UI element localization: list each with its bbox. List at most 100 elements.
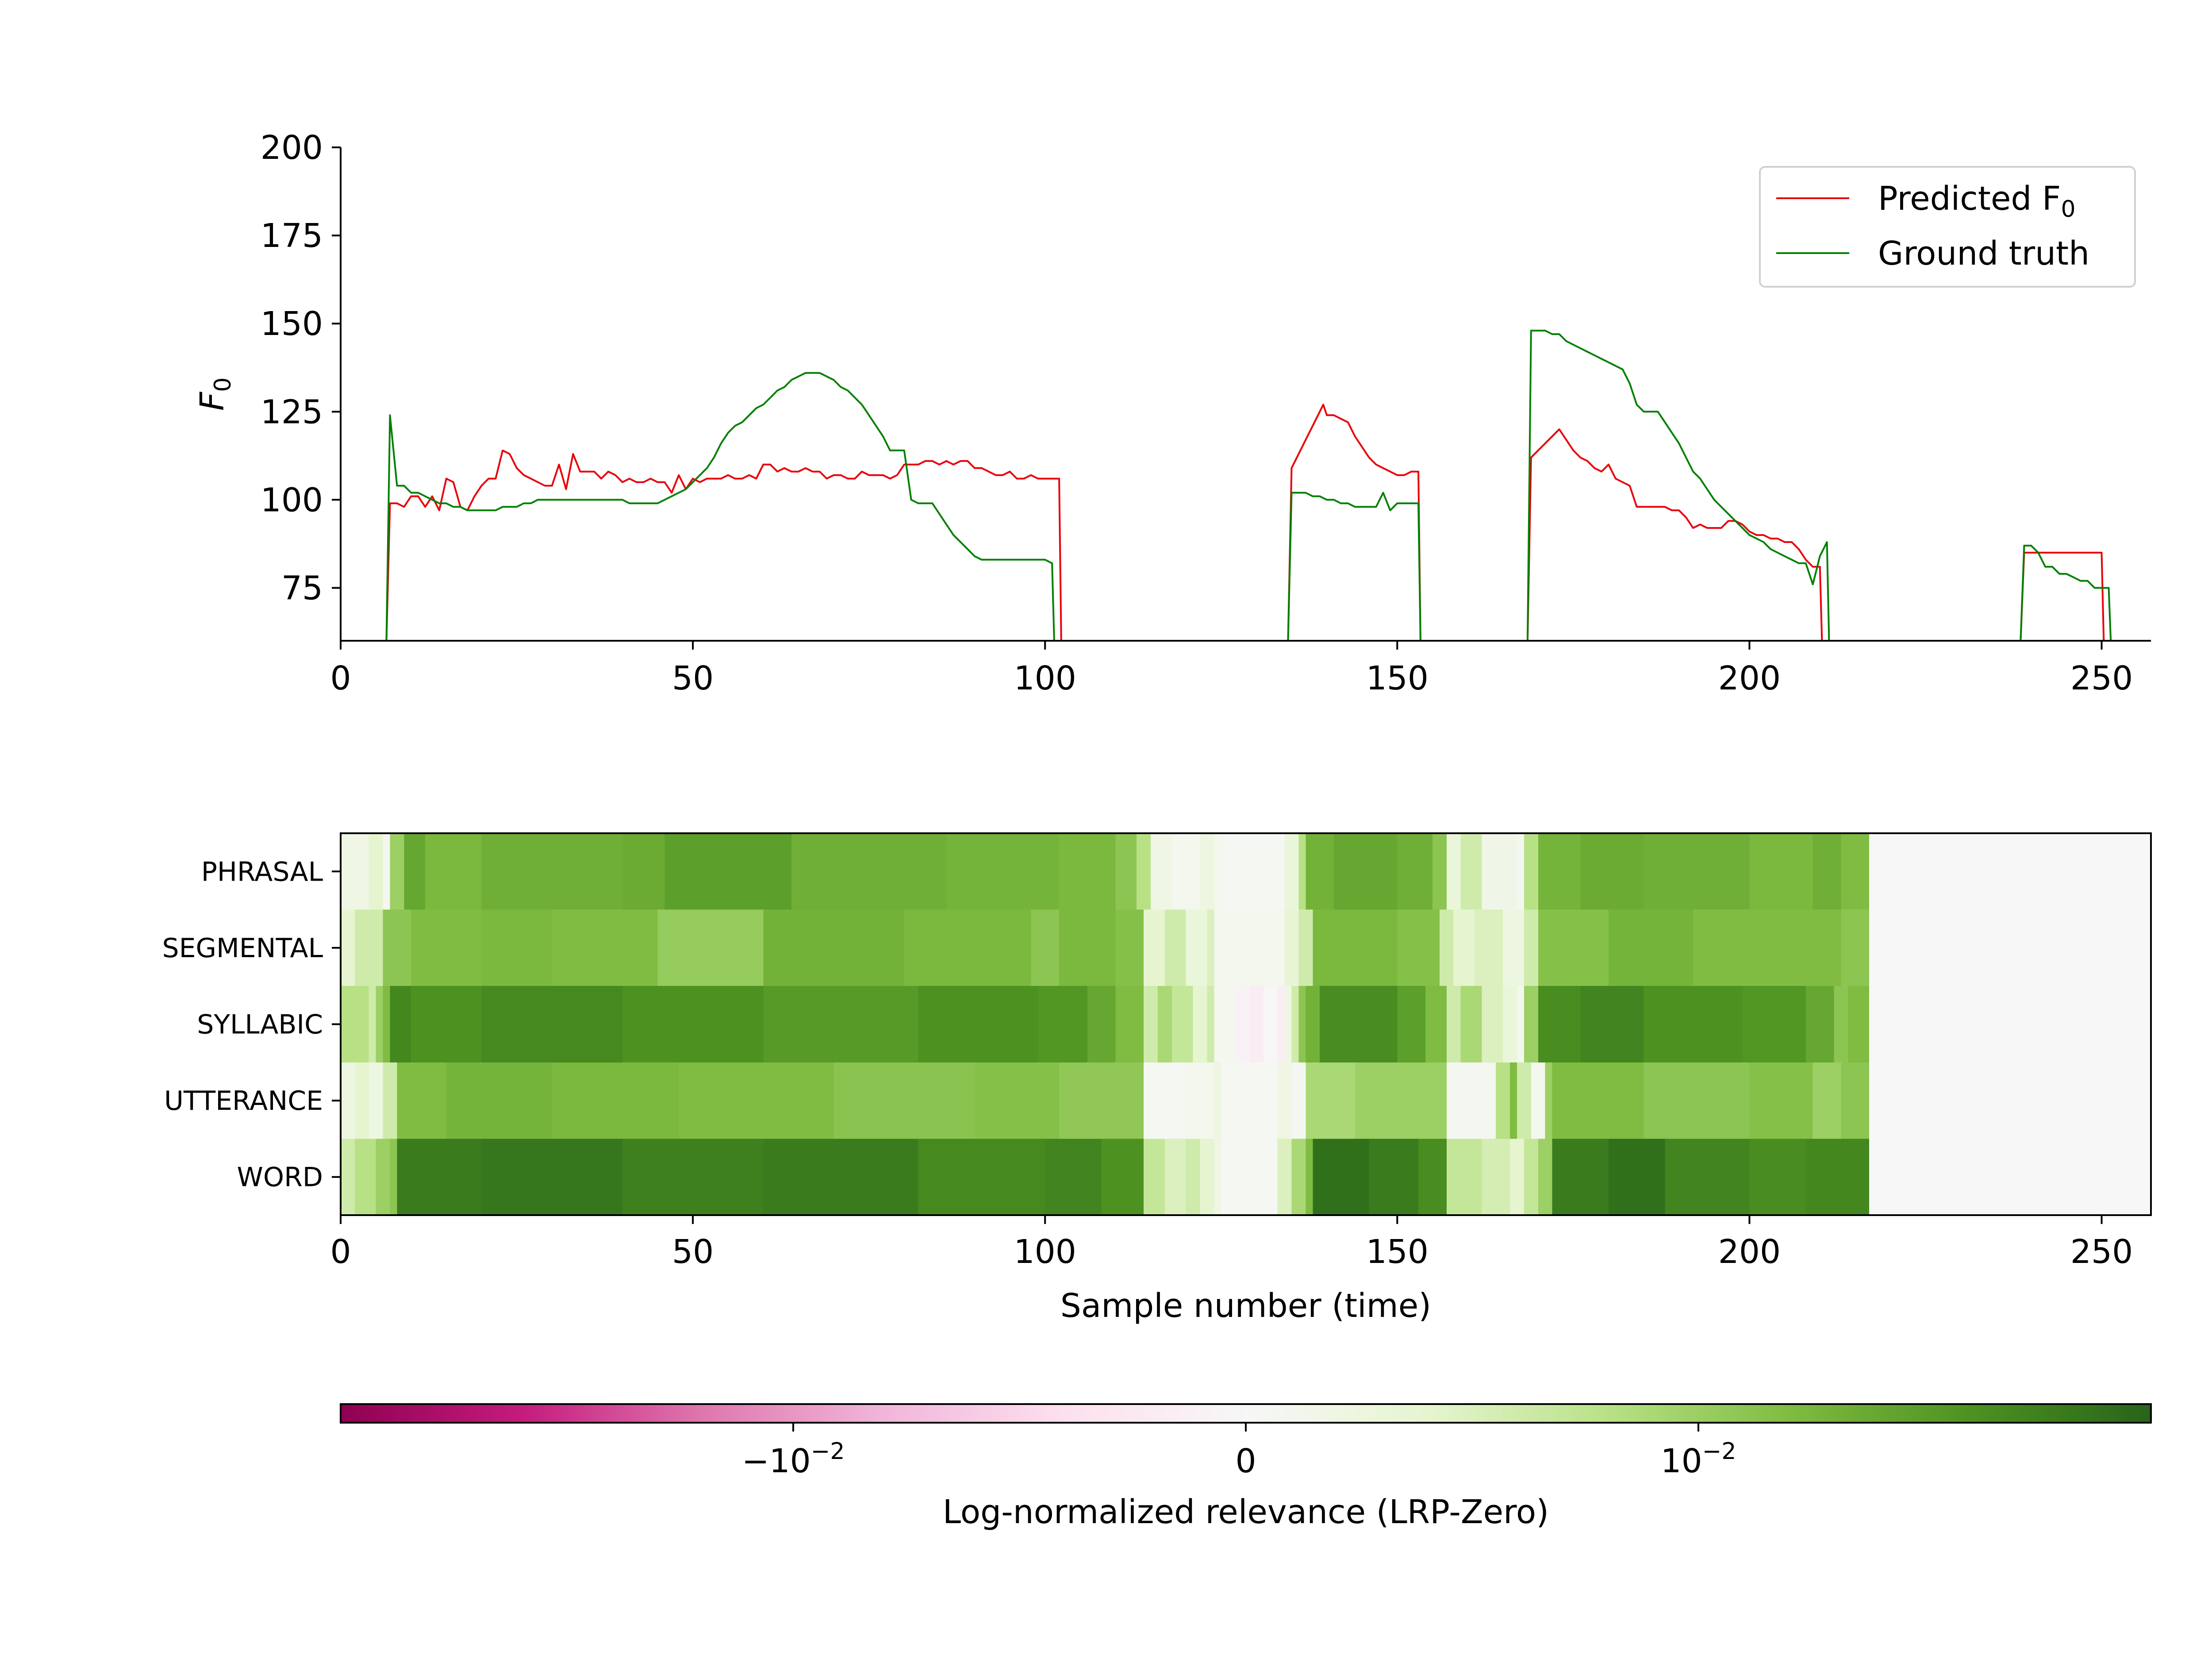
heatmap-cell bbox=[1144, 1139, 1165, 1216]
heatmap-cell bbox=[1869, 986, 2151, 1063]
heatmap-cell bbox=[1841, 1062, 1870, 1139]
heatmap-cell bbox=[369, 986, 376, 1063]
heatmap-cell bbox=[341, 986, 369, 1063]
heatmap-cell bbox=[1038, 986, 1088, 1063]
heatmap-cell bbox=[1031, 909, 1060, 986]
heatmap-cell bbox=[1397, 909, 1440, 986]
row-label: SYLLABIC bbox=[197, 1009, 323, 1040]
heatmap-cell bbox=[390, 986, 412, 1063]
heatmap-row-syllabic bbox=[341, 986, 2151, 1063]
series-line-segment bbox=[1526, 428, 1823, 641]
row-label: SEGMENTAL bbox=[162, 933, 323, 964]
heatmap-cell bbox=[1355, 1062, 1447, 1139]
heatmap-cell bbox=[383, 1062, 398, 1139]
y-tick-label: 125 bbox=[261, 393, 323, 431]
heatmap-cell bbox=[1249, 986, 1264, 1063]
series-predicted-f0 bbox=[385, 404, 2105, 641]
heatmap-cell bbox=[1291, 986, 1299, 1063]
heatmap-cell bbox=[679, 1062, 834, 1139]
heatmap-cell bbox=[1665, 1139, 1750, 1216]
heatmap-cell bbox=[354, 909, 384, 986]
heatmap-cell bbox=[1503, 986, 1517, 1063]
heatmap-cell bbox=[622, 833, 665, 910]
series-line-segment bbox=[1526, 330, 1830, 641]
heatmap-cell bbox=[1644, 1062, 1750, 1139]
heatmap-cell bbox=[1298, 986, 1306, 1063]
heatmap-cell bbox=[1425, 986, 1447, 1063]
heatmap-row-phrasal bbox=[341, 833, 2151, 910]
heatmap-cell bbox=[1306, 1139, 1313, 1216]
heatmap-cell bbox=[354, 1062, 369, 1139]
heatmap-cell bbox=[763, 986, 919, 1063]
heatmap-cell bbox=[1101, 1139, 1144, 1216]
heatmap-cell bbox=[1284, 986, 1292, 1063]
y-axis-label-main: F bbox=[193, 391, 231, 411]
heatmap-cell bbox=[1841, 833, 1870, 910]
legend-label-text: Ground truth bbox=[1878, 235, 2089, 273]
heatmap-cell bbox=[1115, 909, 1144, 986]
heatmap-cell bbox=[1277, 986, 1285, 1063]
row-label: PHRASAL bbox=[201, 856, 323, 887]
heatmap-panel: PHRASAL SEGMENTAL SYLLABIC UTTERANCE WORD 0 50… bbox=[162, 832, 2152, 1325]
colorbar-tick-base: 0 bbox=[1235, 1442, 1256, 1480]
heatmap-cell bbox=[1200, 833, 1215, 910]
heatmap-cell bbox=[918, 1139, 1045, 1216]
heatmap-cell bbox=[1313, 1139, 1370, 1216]
heatmap-cell bbox=[1475, 909, 1503, 986]
heatmap-cell bbox=[1164, 909, 1187, 986]
heatmap-cell bbox=[904, 909, 1032, 986]
heatmap-cell bbox=[1460, 833, 1482, 910]
heatmap-cell bbox=[1693, 909, 1785, 986]
heatmap-cell bbox=[446, 1062, 553, 1139]
heatmap-cell bbox=[1369, 1139, 1419, 1216]
heatmap-cell bbox=[763, 909, 905, 986]
x-tick-label: 150 bbox=[1366, 1233, 1429, 1271]
y-axis-label-subscript: 0 bbox=[210, 377, 236, 392]
colorbar-tick-base: −10 bbox=[742, 1442, 811, 1480]
heatmap-cell bbox=[1059, 833, 1116, 910]
heatmap-cell bbox=[1045, 1139, 1102, 1216]
heatmap-cell bbox=[1207, 909, 1215, 986]
heatmap-cell bbox=[1200, 1139, 1215, 1216]
heatmap-cell bbox=[1334, 833, 1398, 910]
heatmap-cell bbox=[1115, 986, 1144, 1063]
x-tick-label: 200 bbox=[1718, 1233, 1781, 1271]
heatmap-cell bbox=[1144, 986, 1158, 1063]
heatmap-cell bbox=[1496, 1062, 1510, 1139]
heatmap-cell bbox=[1644, 986, 1743, 1063]
heatmap-cell bbox=[1749, 1062, 1813, 1139]
heatmap-cell bbox=[376, 1139, 391, 1216]
heatmap-cell bbox=[975, 1062, 1060, 1139]
heatmap-cell bbox=[622, 986, 764, 1063]
heatmap-cell bbox=[1482, 1139, 1510, 1216]
legend-label: Ground truth bbox=[1878, 235, 2089, 273]
heatmap-cell bbox=[1446, 1062, 1490, 1139]
heatmap-cell bbox=[1214, 833, 1222, 910]
heatmap-cell bbox=[1446, 986, 1461, 1063]
heatmap-cell bbox=[1805, 986, 1835, 1063]
heatmap-cell bbox=[1439, 909, 1454, 986]
heatmap-cell bbox=[1214, 1139, 1222, 1216]
series-line-segment bbox=[2020, 545, 2112, 641]
heatmap-cell bbox=[369, 1062, 384, 1139]
legend: Predicted F0 Ground truth bbox=[1759, 166, 2136, 288]
heatmap-cell bbox=[1432, 833, 1447, 910]
heatmap-cell bbox=[1848, 986, 1870, 1063]
heatmap-cell bbox=[369, 833, 384, 910]
x-tick-label: 100 bbox=[1014, 1233, 1076, 1271]
heatmap-cell bbox=[1397, 833, 1433, 910]
colorbar-tick-label: −10−2 bbox=[742, 1438, 845, 1480]
heatmap-cell bbox=[1749, 833, 1813, 910]
heatmap-cell bbox=[376, 986, 384, 1063]
x-tick-label: 0 bbox=[330, 659, 351, 697]
heatmap-cell bbox=[1834, 986, 1849, 1063]
heatmap-cell bbox=[1144, 909, 1165, 986]
heatmap-cell bbox=[341, 909, 355, 986]
heatmap-cell bbox=[946, 833, 1060, 910]
y-tick-label: 150 bbox=[261, 305, 323, 343]
heatmap-cell bbox=[1524, 909, 1539, 986]
heatmap-cell bbox=[411, 986, 482, 1063]
heatmap-cell bbox=[1277, 1139, 1292, 1216]
heatmap-cell bbox=[1460, 986, 1482, 1063]
heatmap-cell bbox=[1869, 909, 2151, 986]
